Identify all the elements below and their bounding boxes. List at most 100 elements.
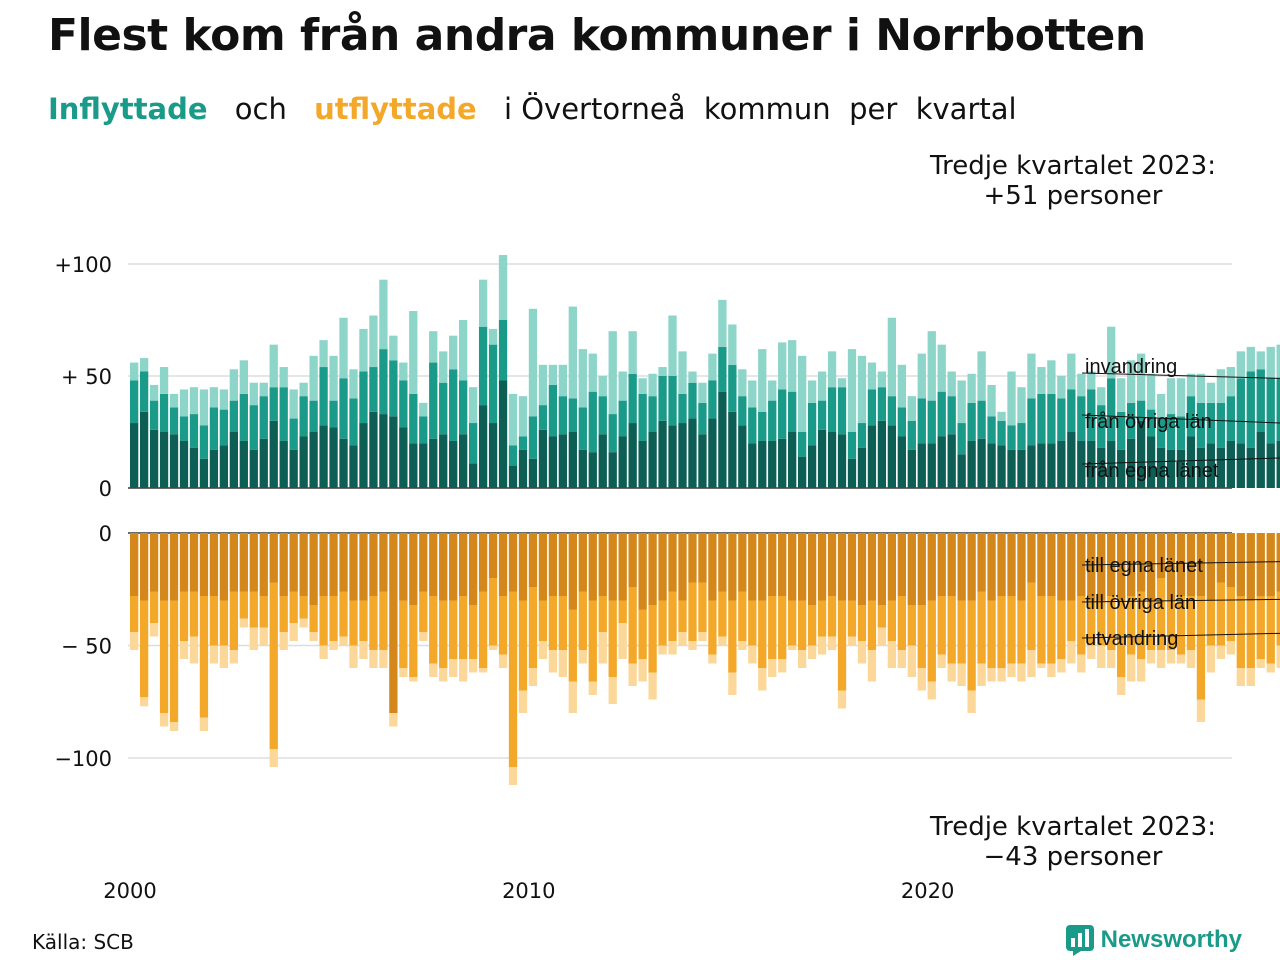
bar-out-1	[768, 596, 777, 659]
bar-out-0	[209, 533, 219, 596]
bar-in-1	[189, 414, 199, 448]
bar-out-1	[947, 596, 956, 664]
bar-out-2	[738, 641, 747, 650]
bar-out-1	[459, 596, 468, 659]
bar-in-0	[468, 463, 478, 488]
bar-in-0	[638, 440, 647, 488]
bar-in-2	[409, 311, 418, 394]
bar-out-1	[259, 596, 268, 628]
bar-out-2	[698, 632, 707, 641]
bar-in-2	[947, 371, 956, 397]
bar-out-2	[877, 627, 887, 646]
bar-out-2	[199, 717, 209, 731]
bar-out-2	[967, 690, 976, 713]
bar-in-0	[269, 420, 278, 488]
bar-out-1	[149, 591, 159, 623]
bar-in-1	[947, 396, 956, 435]
bar-out-0	[229, 533, 238, 592]
bar-out-1	[748, 600, 757, 646]
bar-in-2	[130, 362, 139, 381]
bar-in-1	[1067, 389, 1076, 432]
bar-in-2	[728, 324, 737, 365]
bar-in-0	[319, 425, 328, 488]
bar-in-0	[578, 449, 587, 488]
bar-out-2	[578, 650, 587, 664]
bar-in-1	[439, 382, 448, 435]
bar-in-0	[967, 440, 976, 488]
bar-in-1	[728, 364, 737, 412]
bar-in-0	[359, 423, 368, 488]
bar-out-0	[837, 533, 847, 601]
bar-in-1	[857, 423, 867, 448]
bar-in-0	[817, 429, 827, 488]
bar-out-0	[967, 533, 976, 601]
bar-out-0	[768, 533, 777, 596]
bar-out-1	[927, 600, 936, 682]
bar-out-1	[568, 609, 577, 682]
bar-out-2	[817, 636, 827, 655]
bar-out-2	[518, 690, 528, 713]
bar-in-0	[1047, 443, 1056, 488]
bar-out-1	[419, 591, 428, 632]
bar-out-1	[130, 596, 139, 632]
bar-out-1	[189, 591, 199, 637]
bar-in-0	[778, 438, 787, 488]
bar-out-0	[259, 533, 268, 596]
bar-in-0	[857, 447, 867, 488]
bar-out-0	[867, 533, 877, 601]
series-label-out: till övriga län	[1085, 592, 1196, 614]
series-label-in: invandring	[1085, 356, 1177, 378]
bar-out-1	[847, 600, 857, 637]
bar-out-1	[279, 596, 288, 632]
bar-in-0	[957, 454, 966, 488]
bar-in-2	[867, 362, 877, 390]
bar-out-1	[239, 591, 248, 619]
bar-out-1	[1166, 600, 1176, 650]
bar-in-0	[1097, 447, 1106, 488]
bar-in-0	[309, 432, 318, 488]
bar-in-2	[1226, 367, 1235, 397]
bar-out-1	[648, 605, 657, 673]
bar-out-0	[149, 533, 159, 592]
bar-in-2	[1007, 371, 1016, 426]
bar-in-2	[1206, 382, 1216, 403]
bar-out-0	[139, 533, 149, 601]
source-label: Källa: SCB	[32, 930, 134, 954]
bar-in-0	[877, 420, 887, 488]
bar-in-2	[1037, 367, 1046, 394]
bar-out-0	[528, 533, 538, 587]
bar-out-1	[608, 600, 617, 677]
bar-out-1	[708, 600, 717, 655]
bar-out-1	[967, 600, 976, 691]
bar-out-2	[309, 632, 318, 641]
bar-in-2	[788, 340, 797, 392]
bar-in-0	[1276, 440, 1280, 488]
bar-in-1	[598, 396, 607, 435]
bar-out-0	[1077, 533, 1086, 596]
bar-in-1	[967, 402, 976, 441]
bar-in-0	[977, 438, 986, 488]
bar-in-1	[748, 407, 757, 444]
bar-in-2	[598, 376, 607, 397]
bar-out-1	[498, 596, 508, 655]
bar-in-0	[279, 440, 288, 488]
bar-out-2	[987, 668, 996, 682]
bar-in-2	[1256, 351, 1265, 370]
bar-in-0	[1117, 449, 1126, 488]
subtitle-inflyttade: Inflyttade	[48, 92, 208, 126]
bar-in-1	[149, 400, 159, 430]
bar-out-2	[947, 663, 956, 682]
bar-in-2	[1087, 371, 1096, 390]
bar-in-0	[837, 434, 847, 488]
y-tick-label-in: +100	[54, 253, 112, 277]
bar-in-2	[1276, 344, 1280, 379]
bar-in-1	[468, 423, 478, 464]
bar-in-0	[1266, 443, 1275, 488]
bar-in-0	[449, 440, 458, 488]
bar-out-0	[309, 533, 318, 605]
bar-out-2	[379, 650, 388, 668]
bar-in-1	[578, 407, 587, 450]
bar-out-2	[788, 645, 797, 650]
bar-out-2	[1047, 663, 1056, 677]
bar-out-2	[209, 645, 219, 664]
